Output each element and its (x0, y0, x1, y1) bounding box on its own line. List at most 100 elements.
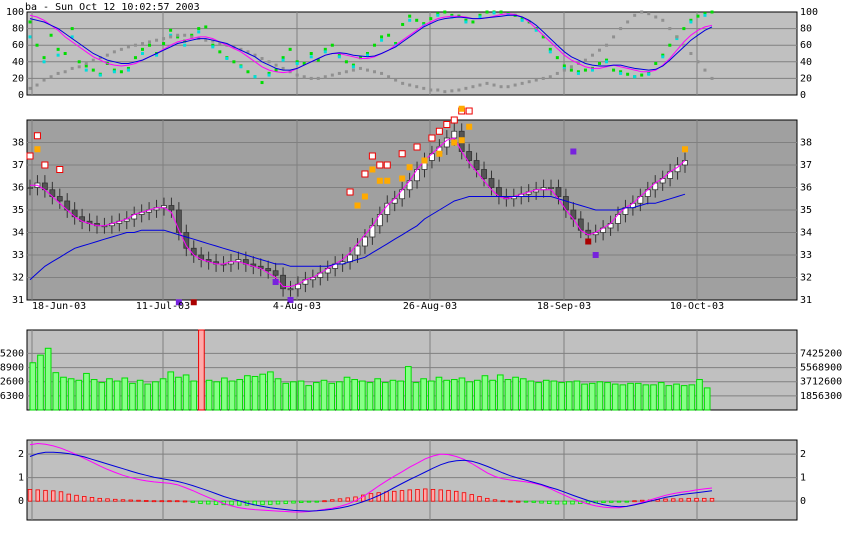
macd-histogram-bar (678, 498, 684, 502)
oscillator-dot (471, 20, 475, 24)
macd-histogram-bar (702, 497, 707, 502)
volume-bar (244, 375, 251, 411)
macd-histogram-bar (554, 500, 560, 505)
oscillator-dot (112, 70, 116, 74)
oscillator-dot (710, 76, 714, 80)
oscillator-dot (499, 85, 503, 89)
oscillator-dot (436, 13, 440, 17)
oscillator-dot (675, 35, 679, 39)
volume-bar (512, 376, 519, 411)
macd-histogram-bar (423, 488, 428, 502)
oscillator-dot (42, 78, 46, 82)
macd-histogram-bar (144, 500, 149, 502)
volume-ytick-right: 7425200 (800, 348, 842, 359)
volume-ytick-left: 3712600 (0, 377, 24, 388)
oscillator-dot (63, 52, 67, 55)
signal-sell-box (413, 143, 421, 151)
oscillator-dot (387, 75, 391, 79)
signal-purple-box (570, 148, 577, 155)
candle-body (570, 209, 577, 220)
oscillator-dot (408, 18, 412, 22)
signal-sell-box (368, 152, 376, 160)
oscillator-dot (562, 68, 566, 72)
macd-histogram-bar (330, 499, 335, 502)
macd-histogram-bar (407, 489, 412, 502)
oscillator-dot (281, 56, 285, 60)
candle-body (466, 151, 473, 161)
volume-bar (427, 380, 435, 411)
oscillator-dot (365, 68, 369, 72)
volume-bar (596, 381, 604, 411)
oscillator-dot (647, 72, 651, 76)
oscillator-dot (506, 85, 510, 89)
price-xtick-label: 11-Jul-03 (136, 301, 190, 312)
volume-bar (473, 379, 481, 411)
oscillator-dot (506, 12, 510, 16)
oscillator-dot (492, 83, 496, 87)
volume-bar (688, 384, 696, 411)
oscillator-dot (281, 66, 285, 70)
oscillator-dot (527, 80, 531, 84)
candle-body (399, 189, 406, 200)
price-ytick-left: 35 (12, 205, 24, 216)
volume-bar (144, 383, 152, 411)
oscillator-dot (640, 73, 644, 77)
volume-bar (443, 379, 450, 411)
volume-bar (67, 378, 75, 411)
price-ytick-right: 33 (800, 250, 812, 261)
macd-histogram-bar (430, 489, 436, 502)
oscillator-dot (267, 73, 271, 77)
oscillator-dot (548, 75, 552, 79)
volume-bar (619, 384, 627, 411)
macd-histogram-bar (175, 500, 180, 503)
oscillator-dot (84, 61, 88, 65)
oscillator-dot (478, 15, 482, 19)
macd-histogram-bar (671, 498, 676, 502)
oscillator-dot (140, 42, 144, 46)
oscillator-dot (77, 60, 81, 64)
oscillator-dot (337, 55, 341, 59)
oscillator-dot (583, 68, 587, 72)
volume-bar (412, 382, 420, 411)
oscillator-dot (56, 71, 60, 75)
volume-bar (435, 376, 443, 411)
macd-histogram-bar (136, 499, 141, 502)
price-ytick-left: 38 (12, 138, 24, 149)
oscillator-dot (56, 47, 60, 51)
oscillator-dot (429, 88, 433, 92)
volume-bar (136, 379, 144, 411)
macd-histogram-bar (182, 500, 188, 503)
volume-bar (351, 379, 359, 411)
candle-body (451, 130, 458, 139)
signal-orange-box (376, 177, 383, 184)
macd-histogram-bar (89, 497, 95, 502)
price-ytick-right: 32 (800, 273, 812, 284)
signal-sell-box (435, 127, 443, 135)
macd-histogram-bar (275, 500, 281, 505)
price-ytick-right: 34 (800, 228, 812, 239)
price-ytick-right: 37 (800, 160, 812, 171)
oscillator-dot (70, 27, 74, 31)
oscillator-dot (576, 70, 580, 74)
price-ytick-right: 31 (800, 295, 812, 306)
oscillator-dot (49, 33, 53, 37)
oscillator-dot (422, 86, 426, 90)
oscillator-dot (211, 45, 215, 49)
oscillator-dot (619, 71, 623, 75)
oscillator-dot (598, 48, 602, 52)
macd-histogram-bar (399, 490, 405, 502)
oscillator-dot (267, 60, 271, 64)
volume-bar (328, 382, 336, 411)
price-xtick-label: 10-Oct-03 (670, 301, 724, 312)
price-ytick-left: 31 (12, 295, 24, 306)
oscillator-dot (401, 81, 405, 85)
oscillator-dot (513, 83, 517, 87)
volume-bar (466, 381, 473, 411)
oscillator-dot (169, 28, 173, 32)
macd-histogram-bar (268, 500, 273, 505)
volume-bar (75, 379, 83, 411)
volume-bar (297, 380, 305, 411)
price-signal-markers (26, 105, 688, 306)
candle-body (175, 209, 182, 233)
volume-bar (121, 377, 129, 411)
